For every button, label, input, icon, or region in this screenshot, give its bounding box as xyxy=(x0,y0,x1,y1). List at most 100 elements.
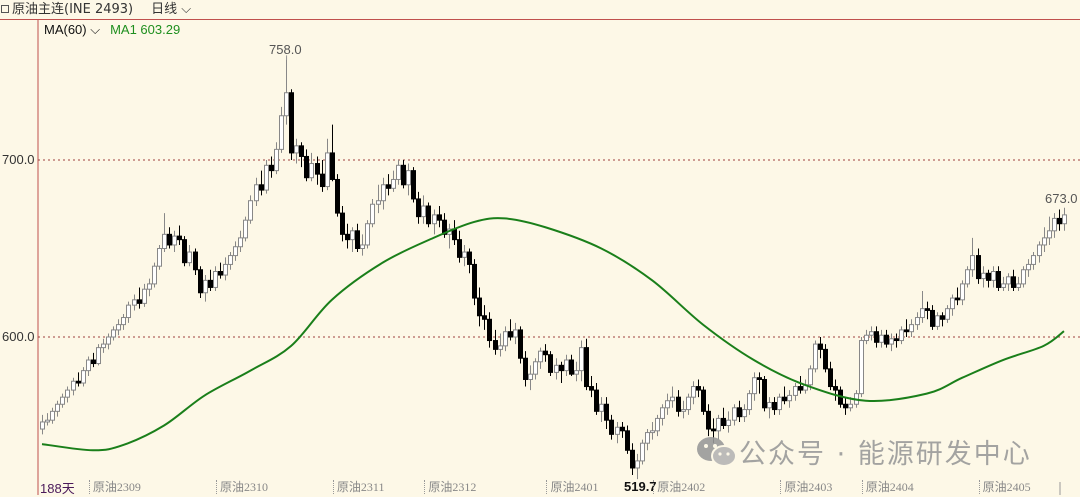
candle-up xyxy=(808,368,813,386)
candle-up xyxy=(45,419,50,423)
candle-up xyxy=(787,394,792,402)
candle-up xyxy=(965,269,970,285)
candle-down xyxy=(167,233,172,246)
x-tick-label: 原油2405 xyxy=(978,480,1031,494)
candle-down xyxy=(543,350,548,356)
candle-up xyxy=(533,361,538,375)
instrument-title[interactable]: 原油主连(INE 2493) xyxy=(12,2,134,17)
candle-down xyxy=(782,396,787,402)
candle-down xyxy=(320,173,325,188)
candle-down xyxy=(609,419,614,435)
candle-down xyxy=(340,212,345,235)
candle-down xyxy=(569,359,574,375)
candle-down xyxy=(904,329,909,333)
candle-up xyxy=(284,92,289,117)
candle-up xyxy=(213,271,218,288)
candle-up xyxy=(554,364,559,373)
candle-up xyxy=(71,380,76,391)
candle-down xyxy=(315,163,320,175)
candle-up xyxy=(203,279,208,294)
candle-down xyxy=(386,184,391,189)
candle-up xyxy=(376,200,381,205)
candle-up xyxy=(121,317,126,326)
candle-down xyxy=(482,315,487,320)
candle-up xyxy=(264,164,269,191)
candle-up xyxy=(899,329,904,342)
candle-down xyxy=(884,334,889,345)
candle-up xyxy=(732,407,737,421)
candle-down xyxy=(833,386,838,391)
candle-up xyxy=(752,377,757,395)
candle-down xyxy=(401,164,406,186)
candle-up xyxy=(599,403,604,412)
window-icon[interactable] xyxy=(1,5,9,13)
high-annotation: 758.0 xyxy=(269,42,302,57)
chevron-down-icon: ⌵ xyxy=(177,2,192,17)
candle-down xyxy=(711,428,716,432)
candle-up xyxy=(172,235,177,246)
watermark-text: 公众号 · 能源研发中心 xyxy=(739,439,1032,470)
x-tick-label: 原油2312 xyxy=(424,480,476,494)
candle-up xyxy=(325,152,330,188)
ma60-line xyxy=(41,217,1065,452)
candle-up xyxy=(915,317,920,326)
chart-header: 原油主连(INE 2493) 日线 ⌵ xyxy=(0,0,1080,20)
candle-up xyxy=(640,442,645,462)
candle-up xyxy=(152,265,157,285)
candle-up xyxy=(670,396,675,402)
period-selector[interactable]: 日线 ⌵ xyxy=(151,2,191,17)
candle-up xyxy=(274,148,279,172)
candle-down xyxy=(676,396,681,412)
candle-down xyxy=(894,338,899,342)
candle-up xyxy=(920,308,925,319)
candle-up xyxy=(960,283,965,301)
candle-down xyxy=(559,364,564,372)
candle-up xyxy=(498,345,503,350)
candle-up xyxy=(747,393,752,411)
candle-down xyxy=(701,389,706,412)
candle-down xyxy=(589,386,594,391)
candle-up xyxy=(157,248,162,267)
candle-up xyxy=(909,324,914,333)
candle-down xyxy=(299,145,304,157)
candle-down xyxy=(925,308,930,311)
low-annotation: 519.7 xyxy=(624,479,657,494)
candle-up xyxy=(1062,214,1067,225)
x-tick-label: 原油2310 xyxy=(215,480,268,494)
days-count: 188天 xyxy=(40,481,75,496)
candle-down xyxy=(772,401,777,411)
ma-selector[interactable]: MA(60) ⌵ xyxy=(44,22,100,37)
candle-up xyxy=(254,184,259,202)
candle-up xyxy=(848,403,853,409)
candle-up xyxy=(65,389,70,398)
candle-up xyxy=(294,145,299,154)
candle-down xyxy=(91,359,96,365)
candle-down xyxy=(1057,217,1062,225)
candle-up xyxy=(243,219,248,239)
candle-up xyxy=(126,304,131,319)
y-tick-label: 700.0 xyxy=(2,152,35,167)
candle-down xyxy=(437,214,442,221)
candle-down xyxy=(604,403,609,421)
candle-up xyxy=(248,200,253,221)
candle-down xyxy=(177,235,182,241)
candle-up xyxy=(101,343,106,349)
last-high-annotation: 673.0 xyxy=(1045,191,1078,206)
candle-down xyxy=(976,255,981,280)
candle-up xyxy=(432,214,437,225)
candle-down xyxy=(548,354,553,373)
candle-up xyxy=(655,417,660,432)
candle-up xyxy=(81,370,86,384)
candle-down xyxy=(584,347,589,388)
candle-down xyxy=(304,155,309,179)
candle-up xyxy=(635,460,640,469)
candle-up xyxy=(726,419,731,427)
candle-down xyxy=(137,299,142,304)
candle-up xyxy=(142,288,147,304)
candle-up xyxy=(187,251,192,264)
candle-up xyxy=(1047,230,1052,239)
candle-down xyxy=(523,357,528,380)
candle-down xyxy=(345,233,350,241)
candle-up xyxy=(132,299,137,306)
